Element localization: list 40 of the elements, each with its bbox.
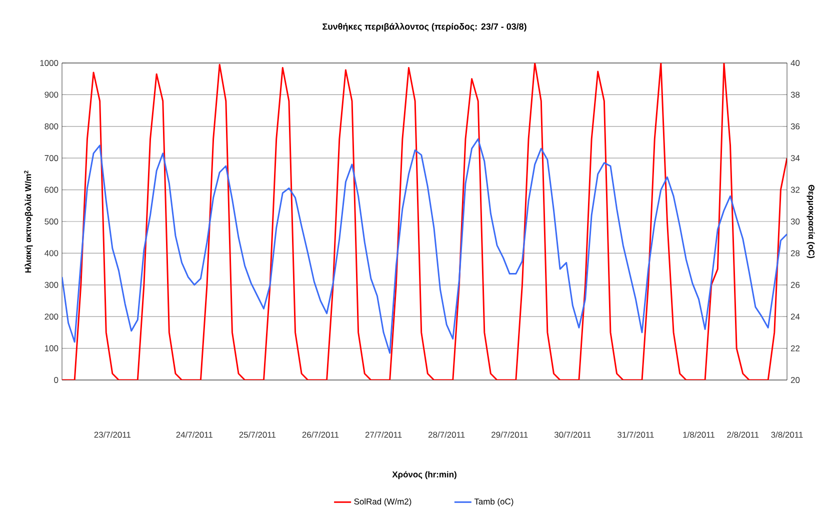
y2-tick-label: 26	[790, 282, 800, 288]
x-tick-label: 1/8/2011	[683, 432, 714, 438]
y2-tick-label: 40	[790, 60, 800, 66]
y2-tick-label: 30	[790, 218, 800, 224]
y-tick-label: 100	[44, 345, 58, 352]
y-tick-label: 600	[44, 186, 58, 193]
y-tick-label: 900	[44, 92, 58, 98]
x-tick-label: 23/7/2011	[94, 432, 131, 438]
x-tick-label: 28/7/2011	[428, 432, 465, 438]
y-tick-label: 300	[44, 282, 58, 288]
legend-label: SolRad (W/m2)	[354, 498, 412, 506]
y2-axis-title: Θερμοκρασία (oC)	[806, 184, 815, 258]
x-tick-label: 31/7/2011	[618, 432, 654, 438]
y-tick-label: 800	[44, 123, 58, 130]
y2-tick-label: 28	[790, 250, 800, 256]
x-tick-label: 2/8/2011	[727, 432, 759, 438]
x-tick-label: 24/7/2011	[176, 432, 212, 438]
y-tick-label: 1000	[40, 60, 58, 66]
x-axis-title: Χρόνος (hr:min)	[392, 471, 456, 480]
x-tick-label: 30/7/2011	[554, 432, 591, 438]
y2-tick-label: 32	[790, 186, 800, 193]
y-tick-label: 700	[44, 155, 58, 162]
x-tick-label: 25/7/2011	[239, 432, 276, 438]
y2-tick-label: 36	[790, 123, 800, 130]
legend-label: Tamb (oC)	[474, 498, 514, 506]
x-tick-label: 3/8/2011	[771, 432, 803, 438]
y-tick-label: 500	[44, 218, 58, 224]
x-tick-label: 29/7/2011	[492, 432, 528, 438]
y-axis-title: Ηλιακή ακτινοβολία W/m$^{2}$	[24, 170, 33, 273]
y2-tick-label: 24	[790, 314, 800, 320]
chart-title: Συνθήκες περιβάλλοντος (περίοδος: 23/7 - 03/8)	[322, 22, 526, 32]
y2-tick-label: 38	[790, 92, 800, 98]
x-tick-label: 27/7/2011	[365, 432, 402, 438]
y2-tick-label: 20	[790, 377, 800, 383]
x-tick-label: 26/7/2011	[302, 432, 339, 438]
y-tick-label: 400	[44, 250, 58, 256]
y2-tick-label: 34	[790, 155, 800, 162]
y-tick-label: 0	[54, 377, 58, 383]
y-tick-label: 200	[44, 314, 58, 320]
y2-tick-label: 22	[790, 345, 800, 352]
